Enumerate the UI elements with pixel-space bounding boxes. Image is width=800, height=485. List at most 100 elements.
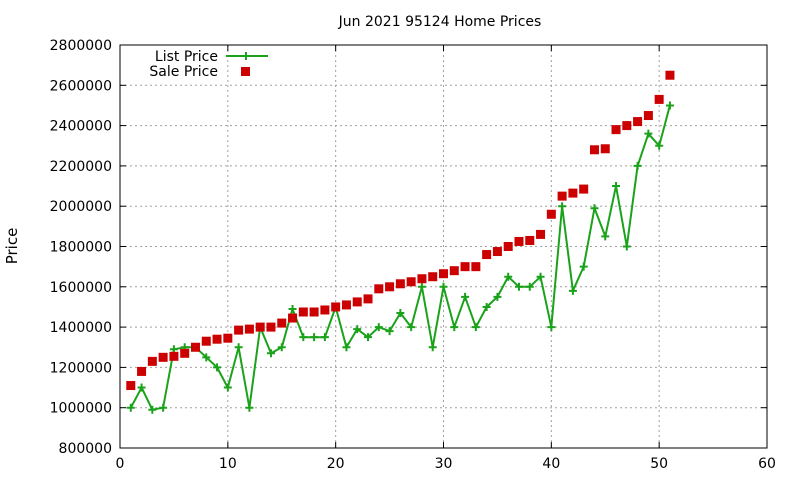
sale-price-point (266, 322, 276, 332)
x-tick-label: 30 (435, 456, 453, 472)
sale-price-point (568, 188, 578, 198)
series-line-list-price (129, 105, 671, 411)
sale-price-point (298, 307, 308, 317)
chart-title: Jun 2021 95124 Home Prices (338, 14, 542, 30)
gridlines (120, 45, 767, 448)
x-tick-label: 50 (650, 456, 668, 472)
sale-price-point (190, 342, 200, 352)
x-tick-label: 60 (758, 456, 776, 472)
list-price-point (493, 292, 502, 301)
sale-price-point (589, 145, 599, 155)
list-price-point (223, 383, 232, 392)
sale-price-point (385, 282, 395, 292)
list-price-point (288, 304, 297, 313)
list-price-point (622, 242, 631, 251)
sale-price-point (633, 117, 643, 127)
y-tick-label: 2000000 (50, 199, 112, 215)
sale-price-point (611, 125, 621, 135)
list-price-point (126, 403, 135, 412)
list-price-point (644, 129, 653, 138)
list-price-point (612, 182, 621, 191)
sale-price-point (471, 262, 481, 272)
list-price-point (396, 308, 405, 317)
legend: List Price Sale Price (149, 49, 268, 80)
list-price-point (364, 333, 373, 342)
sale-price-point (126, 381, 136, 391)
sale-price-point (665, 70, 675, 80)
sale-price-point (514, 236, 524, 246)
legend-marker-sale-price (241, 67, 250, 76)
list-price-point (665, 101, 674, 110)
list-price-point (461, 292, 470, 301)
x-tick-label: 10 (219, 456, 237, 472)
legend-marker-list-price (242, 52, 250, 60)
sale-price-point (417, 274, 427, 284)
list-price-point (482, 302, 491, 311)
list-price-point (310, 333, 319, 342)
sale-price-point (374, 284, 384, 294)
sale-price-point (180, 348, 190, 358)
sale-price-point (212, 334, 222, 344)
sale-price-point (147, 356, 157, 366)
y-tick-label: 1800000 (50, 240, 112, 256)
y-tick-label: 2200000 (50, 159, 112, 175)
list-price-point (504, 272, 513, 281)
sale-price-point (341, 300, 351, 310)
sale-price-point (223, 333, 233, 343)
sale-price-point (255, 322, 265, 332)
y-tick-label: 800000 (59, 441, 112, 457)
list-price-point (407, 323, 416, 332)
sale-price-point (395, 279, 405, 289)
list-price-point (514, 282, 523, 291)
sale-price-point (244, 324, 254, 334)
list-price-point (471, 323, 480, 332)
sale-price-point (622, 121, 632, 131)
sale-price-point (579, 184, 589, 194)
x-tick-label: 0 (116, 456, 125, 472)
list-price-point (590, 204, 599, 213)
sale-price-point (546, 209, 556, 219)
list-price-point (568, 286, 577, 295)
list-price-point (277, 343, 286, 352)
sale-price-point (525, 235, 535, 245)
sale-price-point (503, 242, 513, 251)
list-price-point (655, 141, 664, 150)
legend-label-sale-price: Sale Price (149, 64, 218, 80)
legend-label-list-price: List Price (155, 49, 218, 65)
sale-price-point (406, 277, 416, 287)
sale-price-point (158, 352, 168, 362)
sale-price-point (557, 191, 567, 201)
list-price-point (353, 325, 362, 334)
y-tick-label: 2600000 (50, 78, 112, 94)
sale-price-point (331, 302, 341, 312)
list-price-point (633, 161, 642, 170)
sale-price-point (309, 307, 319, 317)
y-tick-label: 2400000 (50, 119, 112, 135)
sale-price-point (460, 262, 470, 272)
list-price-point (234, 343, 243, 352)
sale-price-point (482, 250, 492, 260)
list-price-point (266, 349, 275, 358)
sale-price-point (169, 351, 179, 361)
list-price-point (137, 383, 146, 392)
list-price-point (320, 333, 329, 342)
list-price-point (245, 403, 254, 412)
list-price-point (450, 323, 459, 332)
list-price-point (579, 262, 588, 271)
list-price-point (525, 282, 534, 291)
list-price-point (417, 282, 426, 291)
list-price-point (148, 405, 157, 414)
list-price-point (439, 282, 448, 291)
sale-price-point (234, 325, 244, 335)
sale-price-point (600, 144, 610, 154)
sale-price-point (288, 313, 298, 323)
list-price-point (159, 403, 168, 412)
x-tick-label: 20 (327, 456, 345, 472)
sale-price-point (363, 294, 373, 304)
y-axis-label: Price (3, 228, 21, 265)
list-price-point (213, 363, 222, 372)
y-tick-label: 1200000 (50, 360, 112, 376)
list-price-point (299, 333, 308, 342)
